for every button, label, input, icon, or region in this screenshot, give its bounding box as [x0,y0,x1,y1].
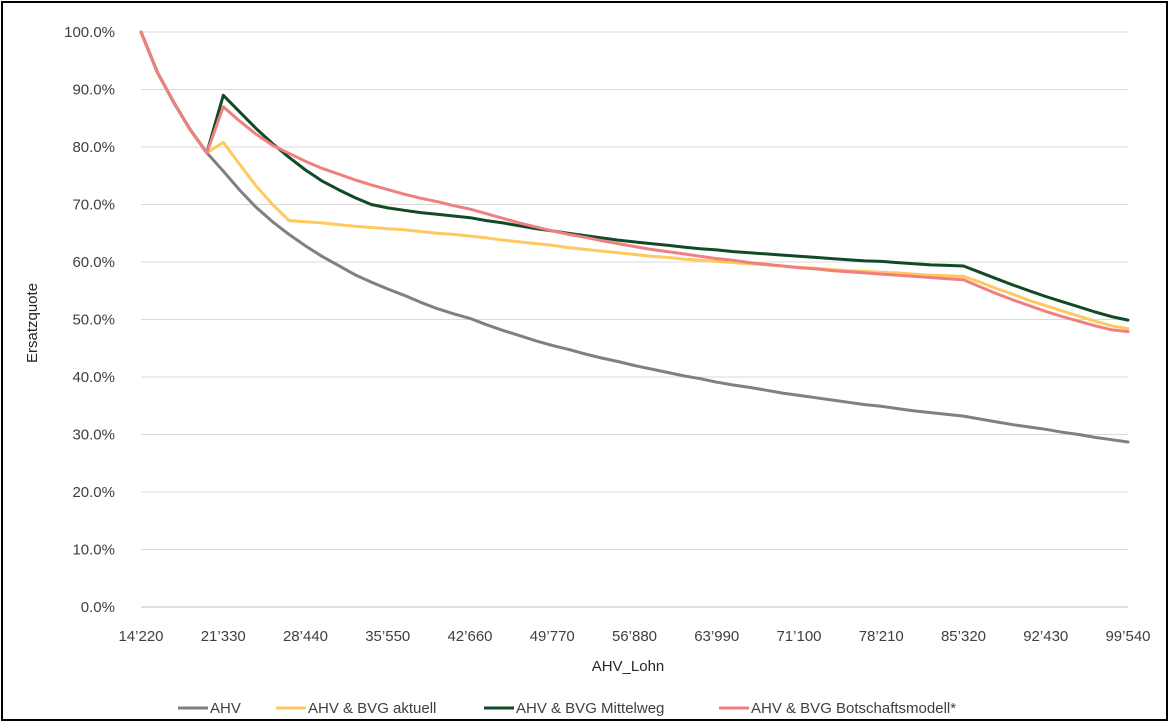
y-tick-label: 0.0% [81,599,115,616]
x-tick-label: 35’550 [365,628,410,645]
series-line-ahv [139,30,1130,444]
legend-label: AHV & BVG aktuell [308,700,436,717]
x-tick-label: 28’440 [283,628,328,645]
y-axis-title: Ersatzquote [24,283,41,363]
y-tick-label: 80.0% [72,139,115,156]
x-tick-label: 21’330 [201,628,246,645]
y-tick-label: 20.0% [72,484,115,501]
x-tick-label: 42’660 [447,628,492,645]
series-line-ahv-bvg-aktuell [139,30,1130,331]
x-tick-label: 78’210 [859,628,904,645]
series-line-ahv-bvg-botschaftsmodell [139,30,1130,334]
x-tick-label: 71’100 [776,628,821,645]
x-axis-title: AHV_Lohn [592,658,665,675]
y-tick-label: 60.0% [72,254,115,271]
legend-label: AHV & BVG Botschaftsmodell* [751,700,956,717]
line-chart: 0.0% 10.0% 20.0% 30.0% 40.0% 50.0% 60.0% 70.0% 8… [24,24,1151,717]
y-tick-label: 40.0% [72,369,115,386]
x-axis-ticks: 14’220 21’330 28’440 35’550 42’660 49’770 56’8… [118,628,1150,645]
y-tick-label: 70.0% [72,197,115,214]
y-tick-label: 50.0% [72,312,115,329]
y-tick-label: 10.0% [72,542,115,559]
gridlines [141,31,1128,608]
series-lines [139,30,1130,444]
y-tick-label: 90.0% [72,82,115,99]
legend-label: AHV [210,700,241,717]
x-tick-label: 85’320 [941,628,986,645]
x-tick-label: 56’880 [612,628,657,645]
y-tick-label: 100.0% [64,24,115,41]
x-tick-label: 63’990 [694,628,739,645]
legend: AHV AHV & BVG aktuell AHV & BVG Mittelweg A… [178,700,956,717]
x-tick-label: 92’430 [1023,628,1068,645]
x-tick-label: 49’770 [530,628,575,645]
legend-label: AHV & BVG Mittelweg [516,700,664,717]
y-tick-label: 30.0% [72,427,115,444]
x-tick-label: 99’540 [1105,628,1150,645]
x-tick-label: 14’220 [118,628,163,645]
y-axis-ticks: 0.0% 10.0% 20.0% 30.0% 40.0% 50.0% 60.0% 70.0% 8… [64,24,115,616]
series-line-ahv-bvg-mittelweg [139,30,1130,322]
